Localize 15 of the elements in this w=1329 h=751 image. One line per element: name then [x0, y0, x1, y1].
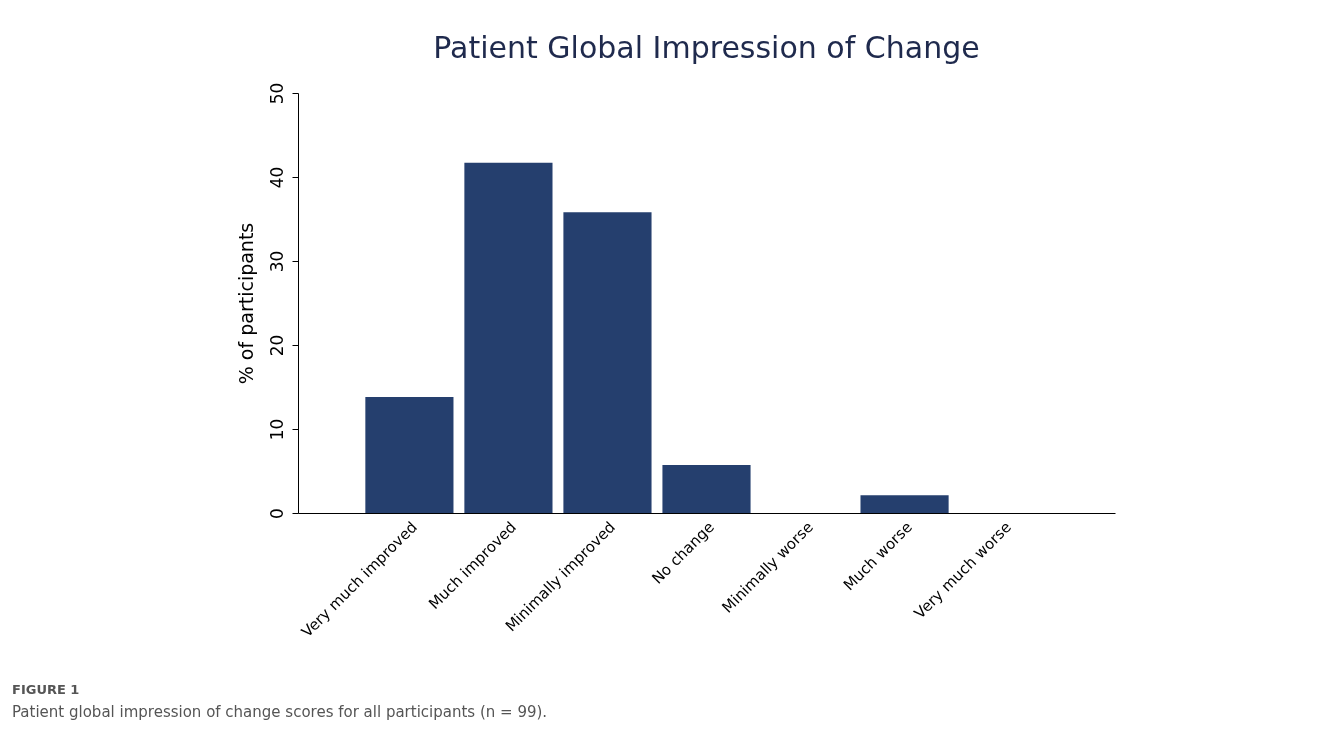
chart-title: Patient Global Impression of Change: [433, 30, 980, 66]
y-tick-label: 30: [266, 250, 287, 273]
y-axis-title: % of participants: [234, 222, 257, 385]
bar: [563, 212, 652, 513]
bar: [662, 465, 751, 513]
text: Patient global impression of change scores for all participants (n = 99).: [12, 703, 548, 721]
y-tick-label: 10: [266, 418, 287, 441]
y-tick-label: 0: [266, 508, 287, 519]
bar: [464, 162, 553, 513]
bar: [365, 397, 454, 513]
bar: [860, 495, 949, 513]
caption: FIGURE 1: [12, 682, 81, 697]
y-tick-label: 40: [266, 166, 287, 189]
y-tick-label: 20: [266, 334, 287, 357]
y-tick-label: 50: [266, 82, 287, 105]
